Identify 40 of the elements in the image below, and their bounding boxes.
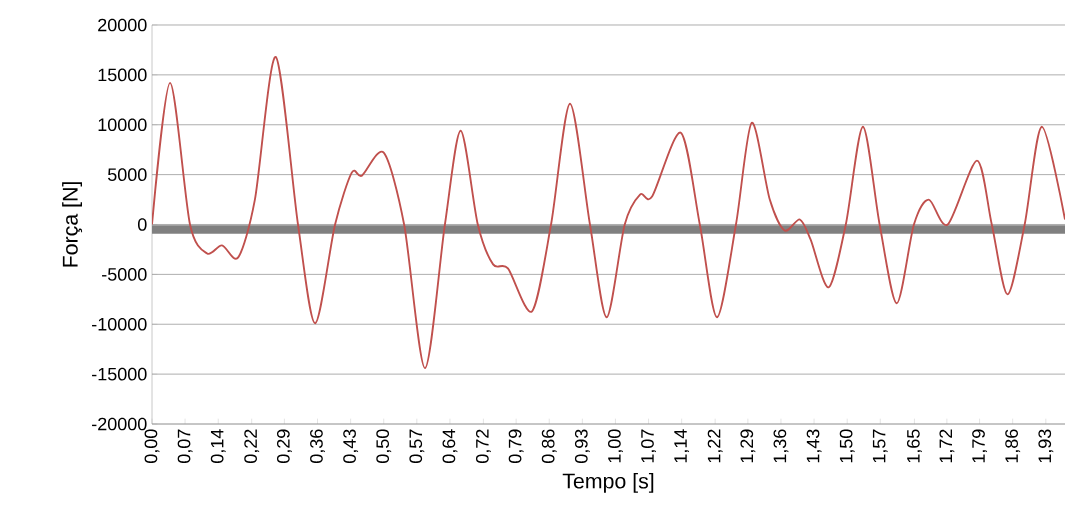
x-axis-title: Tempo [s] bbox=[562, 472, 654, 493]
x-tick-label: 0,36 bbox=[310, 429, 325, 464]
x-tick-label: 1,22 bbox=[707, 429, 723, 463]
y-axis-title: Força [N] bbox=[62, 182, 83, 267]
line-series bbox=[152, 55, 1065, 370]
x-tick-label: 1,50 bbox=[839, 429, 855, 463]
x-tick-label: 0,14 bbox=[210, 429, 226, 464]
x-tick-label: 1,72 bbox=[939, 429, 955, 463]
x-tick-label: 0,07 bbox=[177, 429, 193, 464]
x-tick-label: 0,72 bbox=[475, 429, 491, 464]
x-tick-label: 0,22 bbox=[244, 429, 260, 464]
x-tick-label: 0,93 bbox=[574, 429, 590, 464]
y-tick-label: -15000 bbox=[92, 367, 147, 381]
y-tick-label: -5000 bbox=[102, 268, 147, 281]
x-tick-label: 1,86 bbox=[1005, 429, 1021, 463]
x-tick-label: 1,29 bbox=[740, 429, 756, 463]
x-tick-label: 1,00 bbox=[608, 429, 623, 463]
x-tick-label: 1,36 bbox=[773, 429, 789, 463]
x-tick-label: 0,43 bbox=[343, 429, 359, 464]
x-tick-label: 0,29 bbox=[276, 429, 292, 464]
x-tick-label: 1,93 bbox=[1038, 429, 1054, 463]
x-tick-label: 1,79 bbox=[972, 429, 988, 463]
x-tick-label: 0,79 bbox=[508, 429, 524, 464]
y-tick-label: 20000 bbox=[98, 18, 147, 32]
y-tick-label: 10000 bbox=[98, 118, 147, 132]
x-tick-label: 1,57 bbox=[872, 429, 888, 463]
x-tick-label: 0,00 bbox=[144, 429, 160, 464]
y-tick-label: 15000 bbox=[98, 68, 147, 82]
y-tick-label: -10000 bbox=[92, 317, 147, 331]
x-tick-label: 1,65 bbox=[906, 429, 922, 463]
y-tick-label: 5000 bbox=[107, 168, 147, 181]
y-tick-label: 0 bbox=[137, 218, 147, 231]
x-tick-label: 0,64 bbox=[442, 429, 458, 464]
x-tick-label: 0,50 bbox=[376, 429, 392, 464]
x-tick-label: 0,57 bbox=[409, 429, 425, 464]
x-tick-label: 1,07 bbox=[641, 429, 656, 463]
x-tick-label: 1,14 bbox=[674, 429, 690, 463]
x-tick-label: 0,86 bbox=[541, 429, 557, 464]
y-tick-label: -20000 bbox=[92, 417, 147, 431]
x-tick-label: 1,43 bbox=[806, 429, 822, 463]
